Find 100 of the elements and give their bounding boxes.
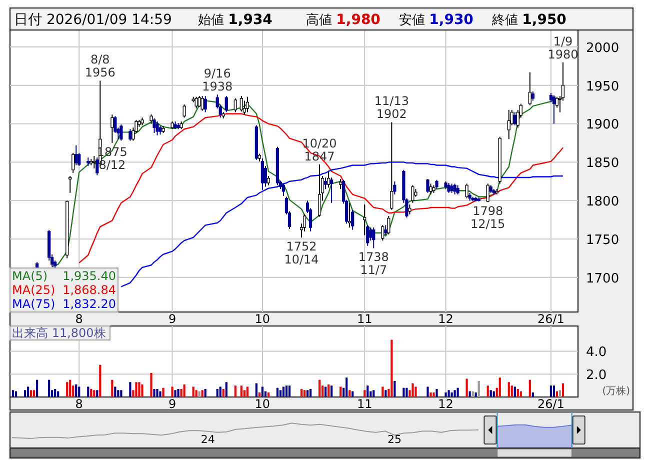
bar [156, 388, 158, 397]
x-tick-label: 26/1 [537, 397, 564, 411]
x-tick-label: 24 [200, 433, 215, 446]
bar [96, 390, 98, 397]
bar [492, 391, 495, 397]
bar [550, 386, 552, 397]
bar [394, 380, 396, 397]
bar [66, 382, 68, 397]
bar [478, 380, 480, 397]
bar [36, 380, 38, 397]
bar [171, 386, 174, 397]
bar [153, 388, 156, 397]
bar [514, 386, 516, 397]
bar [318, 380, 321, 397]
bar [306, 390, 309, 397]
bar [328, 384, 330, 397]
bar [402, 388, 405, 397]
bar [117, 390, 120, 397]
bar [99, 364, 102, 397]
annotation: 1798 12/15 [470, 204, 506, 232]
bar [330, 386, 333, 397]
bar [141, 384, 144, 397]
bar [177, 388, 180, 397]
bar [26, 386, 30, 397]
bar [432, 392, 435, 397]
bar [532, 392, 534, 397]
bar [219, 386, 222, 397]
bar [12, 390, 14, 397]
chart-title: 日付 2026/01/09 14:59 [14, 12, 172, 28]
bar [69, 380, 72, 397]
bar [225, 382, 228, 397]
bar [390, 340, 393, 397]
bar [93, 390, 96, 397]
bar [282, 386, 285, 397]
bar [556, 391, 558, 397]
chart-title: 出来高 11,800株 [12, 326, 106, 340]
bar [111, 380, 114, 397]
bar [75, 384, 78, 397]
y-tick-label: 1800 [586, 194, 620, 210]
bar [300, 388, 303, 397]
bar [450, 392, 453, 397]
bar [528, 380, 531, 397]
bar [261, 386, 264, 397]
bar [430, 392, 432, 397]
bar [486, 386, 489, 397]
annotation: 1738 11/7 [358, 250, 389, 278]
bar [234, 386, 236, 397]
y-tick-label: 1950 [586, 79, 620, 94]
bar [204, 388, 206, 397]
bar [138, 382, 140, 397]
y-tick-label: 2000 [586, 40, 620, 56]
bar [288, 386, 291, 397]
bar [222, 388, 224, 397]
bar [258, 392, 260, 397]
bar [562, 383, 564, 397]
bar [24, 390, 26, 397]
bar [352, 391, 354, 397]
bar [466, 378, 468, 397]
annotation: 9/16 1938 [202, 66, 233, 94]
x-tick-label: 9 [168, 397, 176, 411]
series-label: MA(5) [12, 269, 48, 283]
bar [406, 388, 408, 397]
text: 始値 1,934 [198, 12, 273, 28]
x-tick-label: 9 [168, 312, 176, 326]
bar [414, 386, 417, 397]
annotation: 1752 10/14 [284, 239, 319, 266]
bar [384, 390, 387, 397]
bar [426, 386, 429, 397]
bar [30, 390, 32, 397]
bar [346, 378, 348, 397]
text: 終値 1,950 [491, 12, 567, 28]
x-tick-label: 10 [254, 397, 270, 411]
bar [510, 386, 513, 397]
bar [216, 388, 218, 397]
bar [32, 390, 36, 397]
bar [180, 388, 182, 397]
bar [309, 388, 312, 397]
x-tick-label: 12 [438, 312, 454, 326]
x-tick-label: 10 [254, 312, 270, 326]
bar [198, 391, 200, 397]
bar [90, 388, 92, 397]
bar [240, 386, 242, 397]
y-tick-label: 2.0 [586, 368, 607, 384]
bar [324, 386, 327, 397]
bar [57, 391, 60, 397]
text: 安値 1,930 [399, 12, 474, 28]
bar [87, 386, 90, 397]
bar [508, 382, 510, 397]
bar [276, 388, 279, 397]
annotation: 8/8 1956 [84, 52, 116, 80]
bar [78, 386, 80, 397]
bar [516, 388, 519, 397]
x-tick-label: 8 [75, 397, 83, 411]
bar [159, 391, 162, 397]
bar [454, 390, 456, 397]
x-tick-label: 26/1 [537, 312, 564, 326]
bar [135, 382, 138, 397]
bar [412, 383, 414, 397]
bar [267, 392, 270, 397]
bar [54, 388, 56, 397]
